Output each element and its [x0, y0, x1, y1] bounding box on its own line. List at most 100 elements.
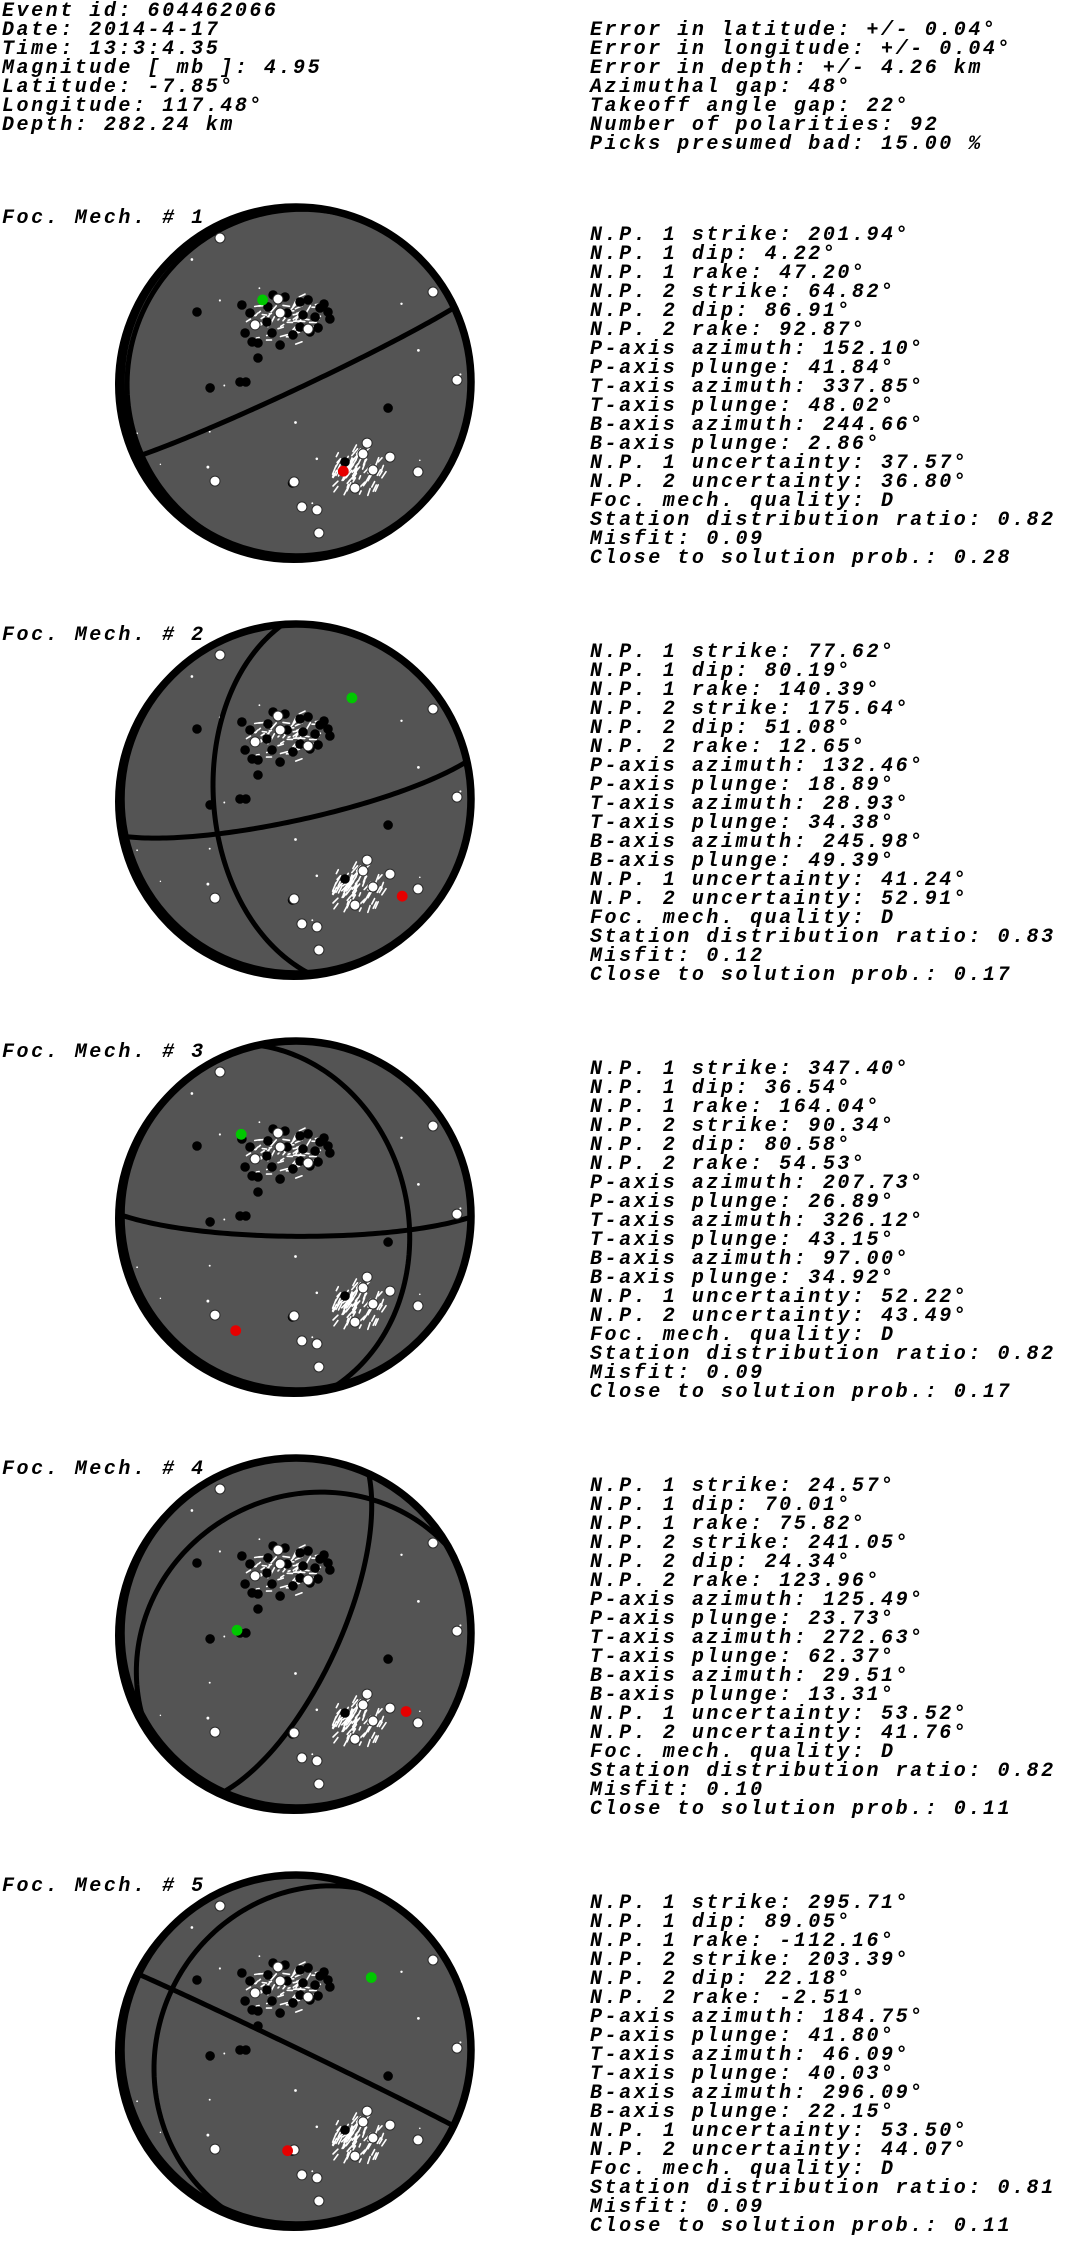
station-dot-white [412, 883, 423, 895]
speckle [276, 1994, 284, 1998]
speckle [305, 721, 311, 731]
param-line: P-axis azimuth: 184.75° [590, 2006, 925, 2029]
nodal-plane-arc [136, 1971, 455, 2129]
station-dot-black [309, 729, 320, 739]
station-dot-black [318, 299, 329, 309]
mech-title: Foc. Mech. # 3 [2, 1041, 206, 1064]
param-line: N.P. 1 strike: 347.40° [590, 1058, 911, 1081]
station-dot-white [274, 724, 286, 736]
speckle-dot [222, 2052, 225, 2055]
speckle [357, 474, 361, 480]
param-line: Close to solution prob.: 0.11 [590, 1798, 1013, 1821]
speckle-dot [399, 1553, 403, 1557]
speckle-dot [257, 287, 260, 290]
speckle-dot [293, 1672, 297, 1675]
speckle [265, 1564, 271, 1570]
station-dot-white [427, 1954, 438, 1966]
station-dot-black [239, 1162, 250, 1172]
speckle [351, 2139, 356, 2145]
speckle [331, 473, 336, 479]
speckle [370, 2148, 375, 2156]
speckle [337, 1301, 343, 1311]
speckle [379, 881, 384, 890]
station-dot-white [295, 2169, 307, 2181]
station-dot-white [349, 2150, 360, 2162]
station-dot-white [412, 2134, 423, 2146]
speckle [351, 1305, 356, 1311]
speckle [379, 464, 384, 473]
station-dot-white [357, 1282, 368, 1294]
station-dot-black [302, 712, 313, 722]
station-dot-black [204, 800, 215, 810]
station-dot-black [266, 328, 277, 338]
station-dot-black [287, 747, 298, 757]
speckle [345, 483, 349, 489]
station-dot-black [236, 717, 247, 727]
event-info: Event id: 604462066 Date: 2014-4-17 Time: … [2, 2, 323, 136]
speckle-dot [416, 766, 420, 769]
speckle [293, 1565, 299, 1570]
speckle-dot [416, 1183, 420, 1186]
speckle-dot [208, 1264, 211, 1267]
speckle [351, 1722, 356, 1728]
station-dot-white [295, 501, 307, 513]
param-line: B-axis plunge: 34.92° [590, 1267, 896, 1290]
speckle-dot [399, 302, 403, 306]
speckle [298, 1154, 306, 1157]
speckle [375, 1302, 381, 1311]
speckle [342, 1304, 347, 1313]
speckle-dot [135, 849, 138, 852]
event-info-line: Longitude: 117.48° [2, 95, 264, 118]
speckle-dot [205, 1299, 209, 1303]
event-info-line: Latitude: -7.85° [2, 76, 235, 99]
param-line: P-axis plunge: 41.80° [590, 2025, 896, 2048]
speckle [298, 1988, 306, 1991]
speckle [341, 1308, 348, 1316]
param-line: N.P. 1 rake: 164.04° [590, 1096, 882, 1119]
station-dot-black [266, 1162, 277, 1172]
param-line: N.P. 1 rake: -112.16° [590, 1930, 896, 1953]
param-line: Station distribution ratio: 0.83 [590, 926, 1056, 949]
station-dot-white [357, 448, 368, 460]
station-dot-black [339, 1708, 350, 1718]
speckle [261, 730, 267, 733]
speckle-dot [208, 430, 211, 433]
speckle-dot [190, 675, 193, 678]
station-dot-white [451, 374, 462, 386]
param-line: T-axis azimuth: 46.09° [590, 2044, 911, 2067]
param-line: N.P. 1 dip: 80.19° [590, 660, 852, 683]
event-info-line: Time: 13:3:4.35 [2, 38, 221, 61]
speckle [375, 1719, 381, 1728]
speckle-dot [293, 838, 297, 841]
speckle [351, 861, 357, 870]
speckle [289, 1137, 296, 1145]
param-line: Close to solution prob.: 0.17 [590, 1381, 1013, 1404]
param-line: Close to solution prob.: 0.17 [590, 964, 1013, 987]
speckle-dot [190, 258, 193, 261]
station-dot-black [302, 1963, 313, 1973]
speckle [289, 1971, 296, 1979]
param-line: T-axis plunge: 48.02° [590, 395, 896, 418]
speckle [366, 474, 372, 482]
station-dot-white [249, 1153, 261, 1165]
speckle [379, 2132, 384, 2141]
param-line: P-axis azimuth: 132.46° [590, 755, 925, 778]
speckle [366, 1308, 372, 1316]
speckle [269, 305, 277, 313]
mech-parameters: N.P. 1 strike: 24.57° N.P. 1 dip: 70.01° N… [590, 1477, 1056, 1821]
param-line: N.P. 2 strike: 90.34° [590, 1115, 896, 1138]
event-info-line: Magnitude [ mb ]: 4.95 [2, 57, 323, 80]
speckle [354, 1713, 359, 1719]
param-line: N.P. 2 rake: 12.65° [590, 736, 867, 759]
speckle [281, 1555, 290, 1559]
nodal-plane-arc [124, 759, 468, 841]
param-line: Misfit: 0.10 [590, 1779, 765, 1802]
station-dot-black [240, 1628, 251, 1638]
speckle [351, 1310, 356, 1317]
speckle [281, 304, 290, 308]
station-dot-white [451, 1208, 462, 1220]
speckle [351, 1278, 357, 1287]
param-line: Misfit: 0.09 [590, 528, 765, 551]
param-line: N.P. 2 rake: 92.87° [590, 319, 867, 342]
speckle [378, 2138, 383, 2145]
